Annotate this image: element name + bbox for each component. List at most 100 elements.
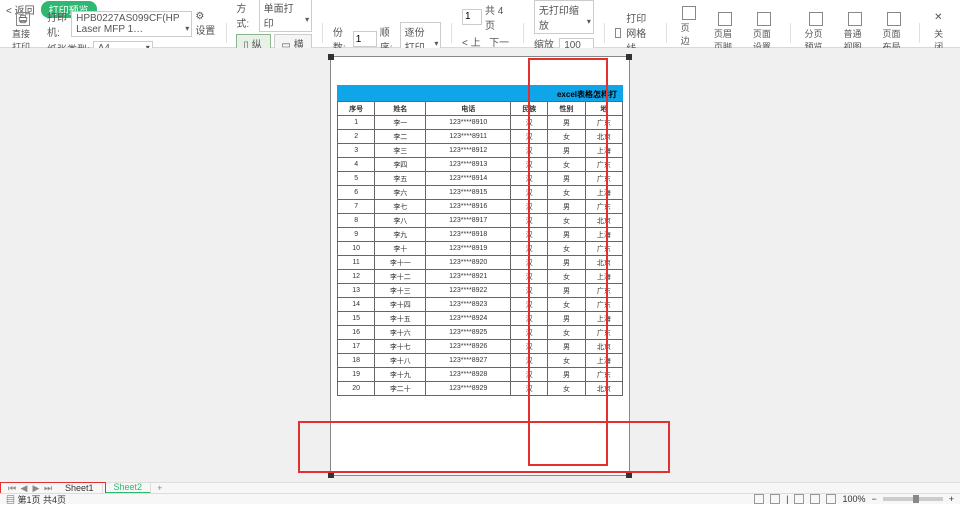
- table-cell: 123****8918: [426, 228, 511, 242]
- copies-input[interactable]: [353, 31, 377, 47]
- col-header: 民族: [511, 102, 548, 116]
- layoutview-button[interactable]: 页面布局: [878, 12, 909, 53]
- add-sheet-button[interactable]: +: [151, 483, 168, 493]
- table-cell: 女: [548, 158, 585, 172]
- table-cell: 上海: [585, 312, 622, 326]
- close-button[interactable]: ✕关闭: [930, 12, 952, 53]
- table-cell: 李五: [375, 172, 426, 186]
- table-cell: 汉: [511, 368, 548, 382]
- table-cell: 李十二: [375, 270, 426, 284]
- col-header: 地: [585, 102, 622, 116]
- grid-checkbox[interactable]: [615, 28, 622, 38]
- table-cell: 汉: [511, 270, 548, 284]
- table-cell: 123****8924: [426, 312, 511, 326]
- view-icon-5[interactable]: [826, 494, 836, 504]
- table-cell: 汉: [511, 214, 548, 228]
- corner-mark: [328, 54, 334, 60]
- table-cell: 汉: [511, 200, 548, 214]
- margin-icon: [682, 6, 696, 20]
- table-cell: 李十: [375, 242, 426, 256]
- table-cell: 李二十: [375, 382, 426, 396]
- table-cell: 123****8922: [426, 284, 511, 298]
- table-cell: 男: [548, 340, 585, 354]
- table-cell: 汉: [511, 172, 548, 186]
- status-bar: ▤ 第1页 共4页 | 100% − +: [0, 493, 960, 504]
- table-cell: 汉: [511, 116, 548, 130]
- table-cell: 3: [338, 144, 375, 158]
- table-cell: 123****8920: [426, 256, 511, 270]
- table-cell: 上海: [585, 186, 622, 200]
- normal-icon: [848, 12, 862, 26]
- settings-link[interactable]: ⚙ 设置: [195, 11, 215, 37]
- table-row: 14李十四123****8923汉女广东: [338, 298, 623, 312]
- table-cell: 男: [548, 312, 585, 326]
- table-cell: 广东: [585, 158, 622, 172]
- table-cell: 李四: [375, 158, 426, 172]
- mode-select[interactable]: 单面打印: [259, 0, 313, 32]
- data-table: 序号姓名电话民族性别地 1李一123****8910汉男广东2李二123****…: [337, 101, 623, 396]
- table-cell: 北京: [585, 382, 622, 396]
- printer-select[interactable]: HPB0227AS099CF(HP Laser MFP 1…: [71, 11, 192, 37]
- table-cell: 广东: [585, 298, 622, 312]
- view-icon-1[interactable]: [754, 494, 764, 504]
- table-cell: 123****8926: [426, 340, 511, 354]
- table-row: 12李十二123****8921汉女上海: [338, 270, 623, 284]
- table-cell: 女: [548, 382, 585, 396]
- table-row: 4李四123****8913汉女广东: [338, 158, 623, 172]
- table-cell: 123****8919: [426, 242, 511, 256]
- view-icon-4[interactable]: [810, 494, 820, 504]
- table-cell: 男: [548, 228, 585, 242]
- pagesetup-button[interactable]: 页面设置: [749, 12, 780, 53]
- table-cell: 上海: [585, 354, 622, 368]
- view-icon-3[interactable]: [794, 494, 804, 504]
- printer-label: 打印机:: [47, 9, 68, 39]
- table-cell: 8: [338, 214, 375, 228]
- table-cell: 汉: [511, 340, 548, 354]
- table-cell: 北京: [585, 214, 622, 228]
- view-icon-2[interactable]: [770, 494, 780, 504]
- table-cell: 汉: [511, 312, 548, 326]
- table-cell: 李十六: [375, 326, 426, 340]
- zoom-sep: |: [786, 494, 788, 504]
- table-cell: 李十四: [375, 298, 426, 312]
- mode-label: 方式:: [236, 0, 255, 30]
- table-cell: 广东: [585, 284, 622, 298]
- table-cell: 男: [548, 368, 585, 382]
- table-cell: 女: [548, 214, 585, 228]
- table-cell: 李八: [375, 214, 426, 228]
- corner-mark: [626, 472, 632, 478]
- table-cell: 女: [548, 242, 585, 256]
- print-button[interactable]: 直接打印: [8, 12, 39, 53]
- table-cell: 李一: [375, 116, 426, 130]
- table-cell: 汉: [511, 256, 548, 270]
- table-cell: 123****8929: [426, 382, 511, 396]
- table-cell: 15: [338, 312, 375, 326]
- table-cell: 广东: [585, 116, 622, 130]
- table-cell: 123****8925: [426, 326, 511, 340]
- table-cell: 男: [548, 284, 585, 298]
- zoom-slider[interactable]: [883, 497, 943, 501]
- page-num-input[interactable]: [462, 9, 482, 25]
- corner-mark: [626, 54, 632, 60]
- table-row: 2李二123****8911汉女北京: [338, 130, 623, 144]
- layout-icon: [887, 12, 901, 26]
- table-cell: 11: [338, 256, 375, 270]
- table-row: 20李二十123****8929汉女北京: [338, 382, 623, 396]
- normalview-button[interactable]: 普通视图: [839, 12, 870, 53]
- table-cell: 女: [548, 326, 585, 340]
- table-row: 10李十123****8919汉女广东: [338, 242, 623, 256]
- scale-mode-select[interactable]: 无打印缩放: [534, 0, 594, 34]
- table-cell: 汉: [511, 354, 548, 368]
- table-cell: 广东: [585, 172, 622, 186]
- table-cell: 汉: [511, 326, 548, 340]
- table-row: 11李十一123****8920汉男北京: [338, 256, 623, 270]
- table-cell: 17: [338, 340, 375, 354]
- preview-page: excel表格怎样打 序号姓名电话民族性别地 1李一123****8910汉男广…: [330, 56, 630, 476]
- table-row: 17李十七123****8926汉男北京: [338, 340, 623, 354]
- pagebreak-button[interactable]: 分页预览: [800, 12, 831, 53]
- zoom-in-button[interactable]: +: [949, 494, 954, 504]
- zoom-out-button[interactable]: −: [871, 494, 876, 504]
- table-cell: 2: [338, 130, 375, 144]
- sheet-bar: ⏮ ◀ ▶ ⏭ Sheet1 Sheet2 +: [0, 482, 960, 493]
- headerfooter-button[interactable]: 页眉页脚: [710, 12, 741, 53]
